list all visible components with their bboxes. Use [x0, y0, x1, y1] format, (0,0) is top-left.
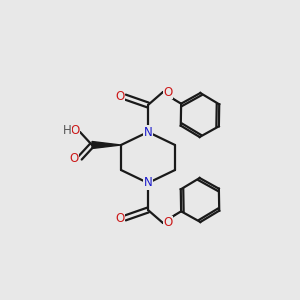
Text: O: O: [69, 152, 79, 164]
Text: H: H: [63, 124, 71, 137]
Text: O: O: [164, 217, 172, 230]
Polygon shape: [92, 142, 121, 148]
Text: O: O: [116, 91, 124, 103]
Text: O: O: [116, 212, 124, 224]
Text: O: O: [164, 85, 172, 98]
Text: O: O: [70, 124, 80, 137]
Text: N: N: [144, 125, 152, 139]
Text: N: N: [144, 176, 152, 190]
